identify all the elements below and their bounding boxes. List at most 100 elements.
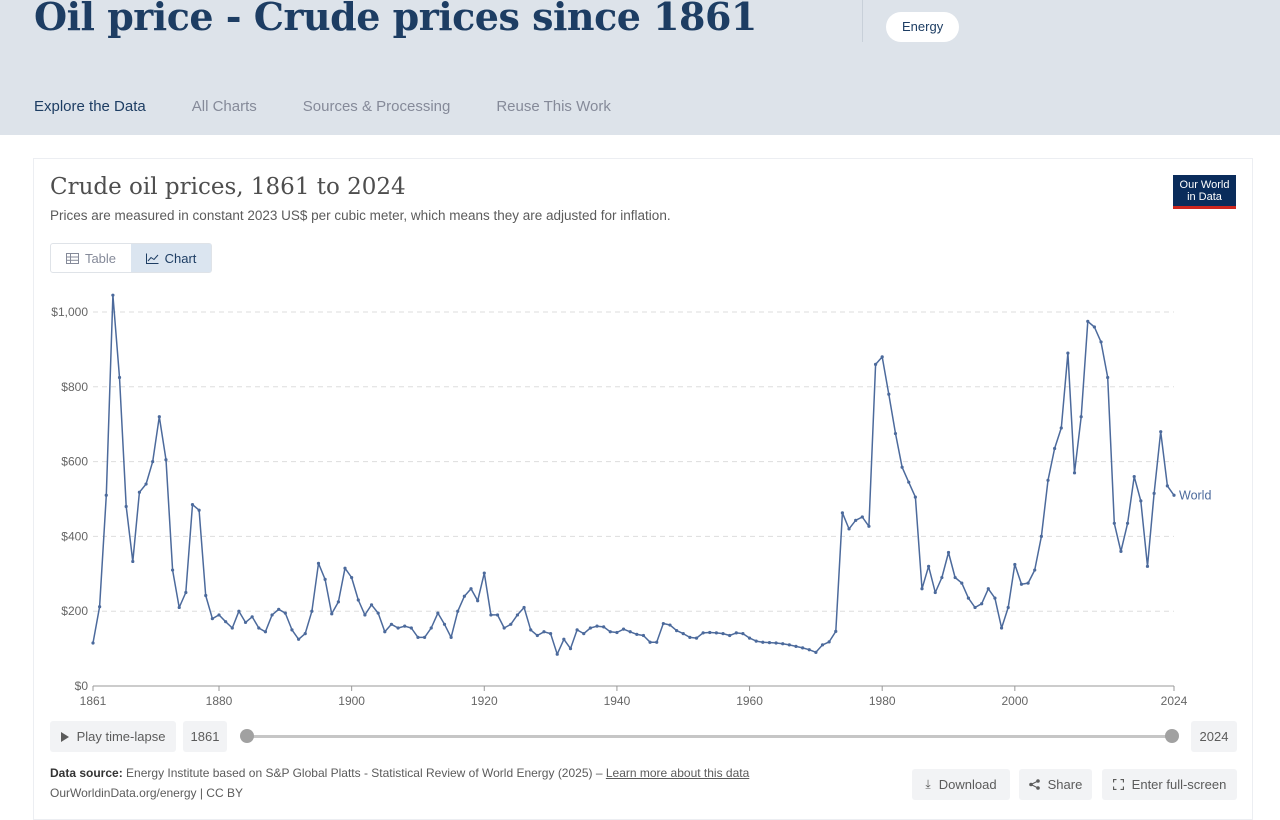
play-timelapse-label: Play time-lapse [76, 729, 166, 744]
data-point [708, 630, 712, 635]
tab-explore-the-data[interactable]: Explore the Data [34, 98, 146, 115]
data-point [628, 630, 632, 634]
data-point [588, 626, 592, 630]
data-point [250, 615, 254, 619]
data-point [953, 575, 957, 580]
data-point [310, 609, 314, 613]
data-point [170, 568, 175, 572]
owid-logo[interactable]: Our World in Data [1173, 175, 1236, 209]
data-point [164, 458, 168, 462]
data-point [827, 640, 831, 644]
data-point [721, 632, 725, 636]
line-chart: $0 $200 $400 $600 $800 $1,000 1861 1880 1900 1920… [51, 293, 1211, 708]
data-point [681, 632, 685, 636]
data-point [1066, 351, 1070, 355]
data-point [277, 607, 281, 611]
data-point [542, 630, 546, 634]
data-point [747, 636, 752, 640]
data-point [867, 524, 871, 528]
timeline-end-handle[interactable] [1165, 729, 1179, 743]
data-point [648, 640, 652, 644]
data-point [442, 622, 447, 626]
data-point [887, 392, 891, 396]
topic-tag-energy[interactable]: Energy [886, 12, 960, 42]
x-tick-label: 1920 [471, 694, 498, 708]
download-button[interactable]: ⤓ Download [912, 769, 1010, 800]
data-point [661, 621, 665, 626]
share-button[interactable]: Share [1019, 769, 1092, 800]
page-header: Oil price - Crude prices since 1861 Ener… [0, 0, 1280, 135]
tab-all-charts[interactable]: All Charts [191, 98, 257, 115]
data-point [124, 504, 128, 509]
data-point [900, 465, 904, 469]
data-point [363, 613, 367, 617]
y-tick-label: $1,000 [51, 305, 88, 319]
data-point [960, 581, 964, 585]
data-point [177, 605, 181, 610]
data-point [117, 375, 122, 380]
data-point [575, 628, 579, 632]
data-point [1159, 430, 1163, 434]
timeline-end-year[interactable]: 2024 [1191, 721, 1237, 752]
play-timelapse-button[interactable]: Play time-lapse [50, 721, 176, 752]
learn-more-link[interactable]: Learn more about this data [605, 766, 750, 780]
tab-sources-processing[interactable]: Sources & Processing [302, 98, 451, 115]
fullscreen-button[interactable]: Enter full-screen [1102, 769, 1237, 800]
data-source-label: Data source: [50, 766, 123, 780]
x-tick-label: 1960 [736, 694, 763, 708]
data-point [1139, 499, 1143, 503]
data-point [555, 652, 559, 656]
data-point [1079, 415, 1083, 419]
data-point [820, 643, 825, 647]
data-point [509, 622, 513, 626]
data-point [1086, 319, 1090, 323]
y-tick-label: $200 [61, 604, 88, 618]
data-point [993, 596, 997, 600]
data-point [907, 480, 911, 484]
play-icon [60, 731, 69, 742]
data-point [688, 635, 692, 639]
source-url-line: OurWorldinData.org/energy | CC BY [50, 786, 243, 800]
line-chart-icon [145, 253, 159, 264]
chart-view-button[interactable]: Chart [131, 244, 211, 272]
data-point [476, 599, 480, 603]
x-tick-label: 2024 [1161, 694, 1188, 708]
data-point [761, 640, 765, 644]
data-point [549, 632, 553, 636]
data-point [946, 550, 951, 555]
data-point [814, 650, 818, 654]
data-point [296, 637, 301, 641]
data-point [217, 613, 221, 617]
table-view-button[interactable]: Table [51, 244, 131, 272]
timeline-start-handle[interactable] [240, 729, 254, 743]
data-point [694, 636, 699, 640]
data-point [873, 362, 878, 366]
data-point [263, 630, 268, 634]
data-point [754, 639, 758, 643]
data-point [1132, 474, 1136, 479]
chart-card [33, 158, 1253, 820]
data-point [323, 577, 327, 582]
data-point [1145, 564, 1150, 568]
data-point [1125, 521, 1130, 525]
data-point [794, 644, 798, 648]
data-point [860, 515, 864, 519]
series-line-world [92, 294, 1175, 655]
y-tick-label: $0 [75, 679, 89, 693]
tab-reuse-this-work[interactable]: Reuse This Work [496, 98, 611, 115]
timeline-slider-track[interactable] [247, 735, 1172, 738]
timeline-start-year[interactable]: 1861 [183, 721, 227, 752]
data-point [635, 632, 639, 636]
data-point [237, 609, 241, 613]
data-point [728, 633, 732, 638]
download-label: Download [938, 777, 997, 792]
data-point [396, 626, 400, 630]
data-point [270, 613, 274, 617]
data-point [847, 527, 851, 531]
data-point [522, 605, 526, 610]
data-point [933, 590, 937, 595]
data-point [854, 518, 858, 522]
data-point [1053, 446, 1057, 451]
data-point [714, 631, 718, 635]
data-point [1013, 562, 1017, 567]
